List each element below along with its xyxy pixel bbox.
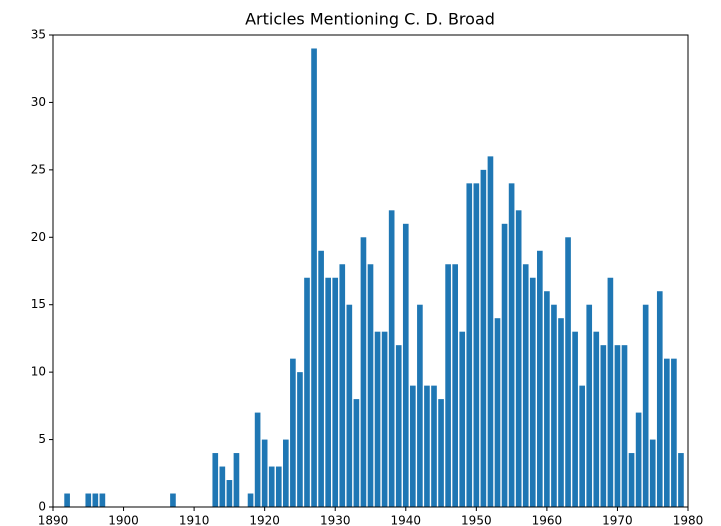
bar xyxy=(261,439,268,507)
bar xyxy=(487,156,494,507)
bar xyxy=(565,237,571,508)
x-tick-label: 1920 xyxy=(249,514,280,526)
bar xyxy=(346,304,353,507)
bar xyxy=(318,250,324,507)
bar xyxy=(649,439,656,507)
bar xyxy=(431,385,437,507)
plot-frame xyxy=(52,34,689,508)
bar xyxy=(212,453,219,507)
bar xyxy=(466,183,473,508)
bar xyxy=(544,291,550,507)
bar xyxy=(664,358,670,507)
y-tick-label: 0 xyxy=(38,500,46,514)
bar xyxy=(367,264,374,507)
y-tick-label: 35 xyxy=(31,28,46,42)
bar xyxy=(551,304,557,507)
bar xyxy=(268,466,275,507)
bar xyxy=(586,304,593,507)
y-tick-label: 5 xyxy=(38,432,46,446)
bar xyxy=(438,399,444,507)
chart-title: Articles Mentioning C. D. Broad xyxy=(245,10,495,29)
bar xyxy=(445,264,451,507)
bar xyxy=(572,331,578,507)
x-tick-label: 1930 xyxy=(320,514,351,526)
bar xyxy=(501,223,508,508)
bar xyxy=(656,291,663,507)
x-tick-label: 1970 xyxy=(602,514,633,526)
bar xyxy=(339,264,346,507)
bar xyxy=(290,358,296,507)
y-tick-label: 10 xyxy=(31,365,46,379)
bar xyxy=(395,345,402,507)
y-tick-label: 30 xyxy=(31,95,46,109)
bar xyxy=(388,210,395,508)
bar xyxy=(325,277,331,507)
bar xyxy=(233,453,240,507)
bar xyxy=(64,493,70,507)
bar xyxy=(473,183,480,508)
bar xyxy=(254,412,261,507)
y-tick-label: 15 xyxy=(31,297,46,311)
bar xyxy=(424,385,430,507)
bar xyxy=(607,277,614,507)
bar xyxy=(99,493,106,507)
x-tick-label: 1890 xyxy=(38,514,69,526)
bar xyxy=(600,345,607,507)
bar xyxy=(219,466,226,507)
bar xyxy=(494,318,501,507)
bar xyxy=(85,493,92,507)
bar xyxy=(283,439,289,507)
bar xyxy=(304,277,310,507)
x-tick-label: 1910 xyxy=(179,514,210,526)
bar xyxy=(92,493,99,507)
bar xyxy=(593,331,600,507)
x-tick-label: 1940 xyxy=(391,514,422,526)
bar xyxy=(642,304,649,507)
y-tick-label: 20 xyxy=(31,230,46,244)
bar xyxy=(537,250,543,507)
bar xyxy=(515,210,522,508)
bar xyxy=(170,493,176,507)
x-tick-label: 1980 xyxy=(673,514,704,526)
bar xyxy=(417,304,423,507)
x-tick-label: 1950 xyxy=(461,514,492,526)
bar xyxy=(508,183,515,508)
bar xyxy=(522,264,529,507)
bar xyxy=(297,372,303,507)
bar xyxy=(374,331,381,507)
bar xyxy=(480,169,487,507)
x-tick-label: 1960 xyxy=(532,514,563,526)
bar xyxy=(579,385,585,507)
bar xyxy=(381,331,388,507)
bar xyxy=(360,237,367,508)
y-tick-label: 25 xyxy=(31,162,46,176)
bar xyxy=(452,264,458,507)
bar xyxy=(410,385,416,507)
bar xyxy=(332,277,339,507)
bar xyxy=(529,277,536,507)
bar xyxy=(275,466,282,507)
bar xyxy=(614,345,621,507)
bar xyxy=(402,223,409,508)
bar xyxy=(628,453,635,507)
bar xyxy=(226,480,233,507)
bar xyxy=(311,48,317,507)
bar xyxy=(671,358,677,507)
bar xyxy=(353,399,360,507)
bar xyxy=(459,331,466,507)
x-tick-label: 1900 xyxy=(108,514,139,526)
bar xyxy=(247,493,254,507)
bar xyxy=(621,345,628,507)
bar xyxy=(558,318,564,507)
bar xyxy=(635,412,642,507)
bar xyxy=(678,453,684,507)
